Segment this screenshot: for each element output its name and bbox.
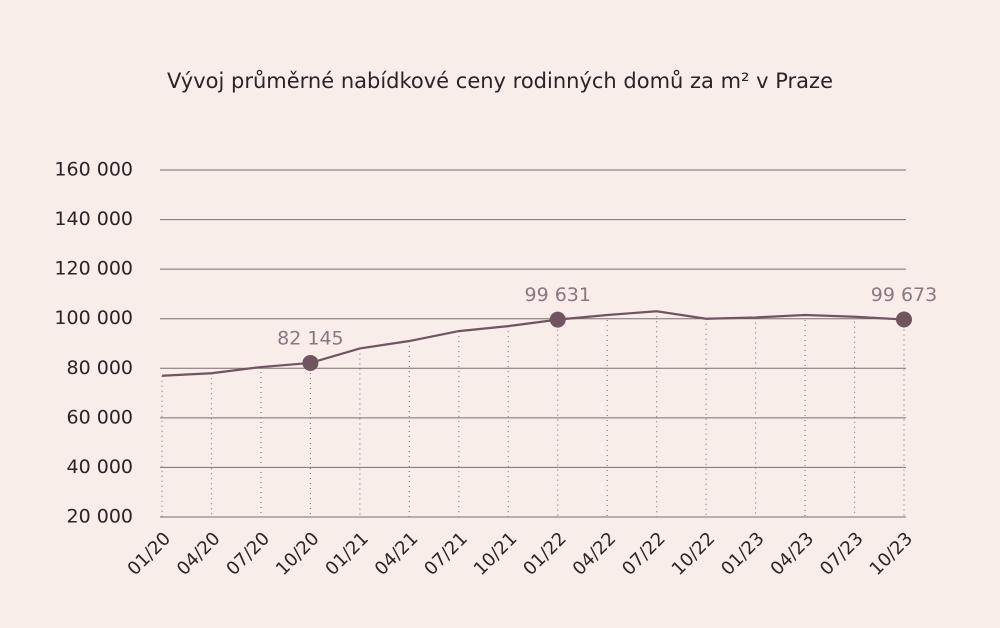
y-tick-label: 20 000: [67, 506, 133, 528]
value-label: 82 145: [277, 327, 343, 349]
y-tick-label: 40 000: [67, 456, 133, 478]
x-tick-label: 04/21: [371, 528, 423, 580]
line: [161, 310, 905, 377]
x-tick-label: 04/23: [767, 528, 819, 580]
x-tick-label: 07/23: [816, 528, 868, 580]
x-tick-label: 10/20: [272, 528, 324, 580]
x-tick-label: 04/22: [569, 528, 621, 580]
y-tick-label: 160 000: [54, 159, 133, 181]
x-tick-label: 01/23: [717, 528, 769, 580]
marker: [896, 311, 912, 328]
value-label: 99 673: [871, 284, 937, 306]
chart-title: Vývoj průměrné nabídkové ceny rodinných …: [167, 69, 833, 93]
marker: [302, 354, 319, 371]
x-tick-label: 10/23: [866, 528, 918, 580]
x-tick-label: 04/20: [173, 528, 225, 580]
x-tick-label: 07/21: [420, 528, 472, 580]
x-tick-label: 10/22: [668, 528, 720, 580]
y-tick-label: 100 000: [54, 307, 133, 329]
value-label: 99 631: [524, 284, 590, 306]
x-tick-label: 07/20: [222, 528, 274, 580]
x-tick-label: 01/20: [124, 528, 176, 580]
x-tick-label: 07/22: [618, 528, 670, 580]
y-tick-label: 120 000: [54, 258, 133, 280]
y-tick-label: 60 000: [67, 406, 133, 428]
y-tick-label: 80 000: [67, 357, 133, 379]
x-tick-label: 10/21: [470, 528, 522, 580]
marker: [549, 311, 566, 328]
x-tick-label: 01/21: [321, 528, 373, 580]
y-tick-label: 140 000: [54, 208, 133, 230]
x-tick-label: 01/22: [519, 528, 571, 580]
